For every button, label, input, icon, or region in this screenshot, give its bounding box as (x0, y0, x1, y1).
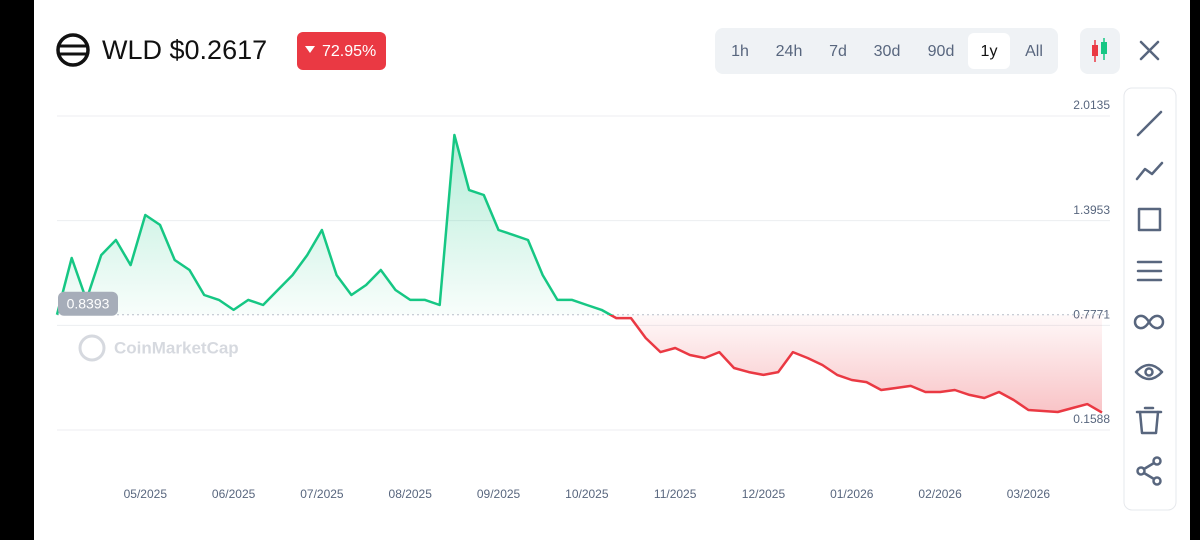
baseline-badge (58, 291, 118, 316)
range-active (968, 33, 1010, 69)
range-button[interactable]: All (1025, 43, 1043, 60)
x-tick-label: 08/2025 (389, 487, 433, 501)
drawing-toolbar (1123, 87, 1177, 511)
x-tick-label: 02/2026 (918, 487, 962, 501)
close-button[interactable] (1139, 40, 1160, 61)
x-tick-label: 09/2025 (477, 487, 521, 501)
baseline-label: 0.8393 (67, 295, 110, 311)
range-button[interactable]: 24h (776, 43, 803, 60)
x-tick-label: 06/2025 (212, 487, 256, 501)
candle-toggle[interactable] (1080, 28, 1120, 74)
x-tick-label: 07/2025 (300, 487, 344, 501)
y-tick-label: 2.0135 (1073, 98, 1110, 112)
range-button[interactable]: 1y (981, 43, 998, 60)
range-button[interactable]: 1h (731, 43, 749, 60)
visibility-tool[interactable] (1134, 363, 1164, 381)
rectangle-tool[interactable] (1137, 207, 1162, 232)
candle-icon (1092, 38, 1107, 62)
x-tick-label: 12/2025 (742, 487, 786, 501)
x-tick-label: 05/2025 (124, 487, 168, 501)
x-tick-label: 03/2026 (1007, 487, 1051, 501)
change-badge (297, 32, 386, 70)
polyline-tool[interactable] (1135, 161, 1164, 181)
delete-tool[interactable] (1135, 406, 1163, 435)
x-tick-label: 01/2026 (830, 487, 874, 501)
x-tick-label: 11/2025 (654, 487, 697, 501)
change-value: 72.95% (322, 43, 376, 60)
y-tick-label: 0.1588 (1073, 412, 1110, 426)
share-tool[interactable] (1136, 456, 1162, 486)
down-arrow (305, 46, 315, 53)
app-background (34, 0, 1190, 540)
range-button[interactable]: 90d (928, 43, 955, 60)
coin-logo (56, 33, 90, 67)
y-tick-label: 1.3953 (1073, 203, 1110, 217)
range-button[interactable]: 30d (874, 43, 901, 60)
watermark: CoinMarketCap (78, 334, 239, 362)
watermark-text: CoinMarketCap (114, 338, 239, 357)
parallel-lines-tool[interactable] (1136, 260, 1163, 282)
coin-symbol: WLD (102, 35, 162, 65)
trend-line-tool[interactable] (1136, 110, 1163, 137)
price-line (55, 133, 1103, 414)
coin-title: WLD $0.2617 (102, 35, 267, 65)
coin-price: $0.2617 (170, 35, 268, 65)
range-button[interactable]: 7d (829, 43, 847, 60)
measure-tool[interactable] (1133, 314, 1165, 330)
x-tick-label: 10/2025 (565, 487, 609, 501)
price-area (57, 135, 1102, 413)
